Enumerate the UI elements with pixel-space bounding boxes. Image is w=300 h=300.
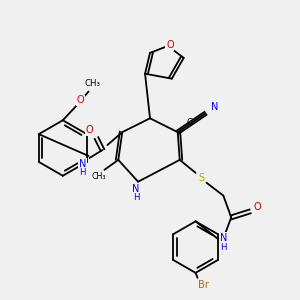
Text: O: O [77, 95, 85, 106]
Text: N: N [132, 184, 140, 194]
Text: C: C [187, 118, 193, 127]
Text: O: O [166, 40, 174, 50]
Text: S: S [199, 173, 205, 183]
Text: H: H [133, 193, 140, 202]
Text: N: N [79, 159, 86, 169]
Text: CH₃: CH₃ [91, 172, 106, 181]
Text: H: H [80, 168, 86, 177]
Text: O: O [253, 202, 261, 212]
Text: CH₃: CH₃ [85, 79, 101, 88]
Text: Br: Br [198, 280, 209, 290]
Text: N: N [211, 102, 218, 112]
Text: N: N [220, 233, 227, 243]
Text: H: H [220, 243, 226, 252]
Text: O: O [86, 125, 93, 135]
